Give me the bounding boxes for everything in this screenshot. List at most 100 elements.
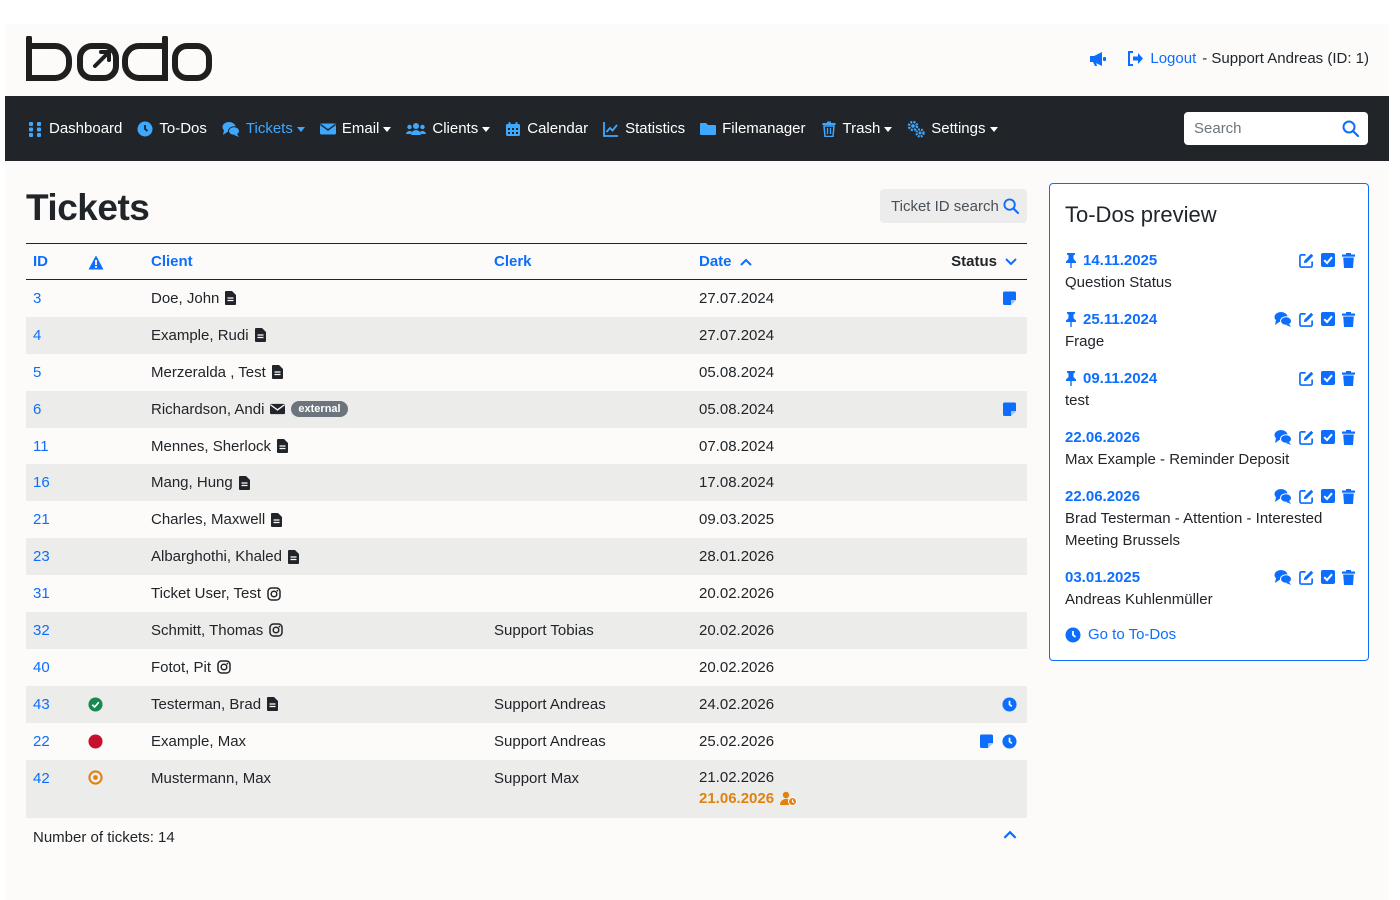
client-name[interactable]: Example, Max [151,732,247,750]
client-name[interactable]: Mang, Hung [151,474,233,492]
note-icon[interactable] [1002,291,1017,306]
todo-date[interactable]: 22.06.2026 [1065,488,1140,505]
comments-icon[interactable] [1274,429,1292,445]
checkbox-icon[interactable] [1321,371,1335,385]
table-row[interactable]: 31 Ticket User, Test 20.02.2026 [26,575,1027,613]
edit-icon[interactable] [1299,570,1314,585]
client-name[interactable]: Richardson, Andi [151,400,265,418]
nav-statistics[interactable]: Statistics [603,120,685,137]
nav-trash[interactable]: Trash [821,120,893,137]
table-row[interactable]: 21 Charles, Maxwell 09.03.2025 [26,501,1027,539]
client-name[interactable]: Merzeralda , Test [151,363,266,381]
clock-icon[interactable] [1002,734,1017,749]
comments-icon[interactable] [1274,569,1292,585]
client-name[interactable]: Schmitt, Thomas [151,621,264,639]
ticket-id-link[interactable]: 6 [33,400,42,418]
ticket-id-link[interactable]: 31 [33,585,50,603]
column-status[interactable]: Status [951,253,1017,270]
checkbox-icon[interactable] [1321,253,1335,267]
trash-icon[interactable] [1342,370,1355,386]
comments-icon[interactable] [1274,488,1292,504]
nav-calendar[interactable]: Calendar [505,120,588,137]
column-clerk[interactable]: Clerk [494,253,532,270]
checkbox-icon[interactable] [1321,430,1335,444]
todo-date[interactable]: 14.11.2025 [1065,252,1157,269]
table-row[interactable]: 6 Richardson, Andi external 05.08.2024 [26,390,1027,428]
ticket-id-link[interactable]: 23 [33,548,50,566]
table-row[interactable]: 23 Albarghothi, Khaled 28.01.2026 [26,538,1027,576]
bodo-logo[interactable] [25,36,213,82]
table-row[interactable]: 40 Fotot, Pit 20.02.2026 [26,648,1027,686]
todo-date[interactable]: 22.06.2026 [1065,429,1140,446]
table-row[interactable]: 42 Mustermann, Max Support Max 21.02.2026 21… [26,759,1027,818]
ticket-id-link[interactable]: 16 [33,474,50,492]
table-row[interactable]: 32 Schmitt, Thomas Support Tobias 20.02.202… [26,612,1027,649]
client-name[interactable]: Albarghothi, Khaled [151,548,282,566]
chevron-up-icon[interactable] [1003,830,1017,839]
table-row[interactable]: 3 Doe, John 27.07.2024 [26,280,1027,317]
ticket-id-link[interactable]: 11 [33,437,49,455]
nav-email[interactable]: Email [319,120,392,137]
client-name[interactable]: Example, Rudi [151,326,249,344]
checkbox-icon[interactable] [1321,489,1335,503]
checkbox-icon[interactable] [1321,312,1335,326]
client-name[interactable]: Doe, John [151,289,220,307]
warning-icon[interactable] [88,255,104,270]
client-name[interactable]: Charles, Maxwell [151,511,266,529]
edit-icon[interactable] [1299,312,1314,327]
column-id[interactable]: ID [33,253,48,270]
trash-icon[interactable] [1342,311,1355,327]
ticket-id-link[interactable]: 43 [33,695,50,713]
column-client[interactable]: Client [151,253,193,270]
ticket-id-link[interactable]: 4 [33,326,42,344]
column-date[interactable]: Date [699,253,752,270]
ticket-id-link[interactable]: 3 [33,289,42,307]
client-name[interactable]: Mennes, Sherlock [151,437,272,455]
client-name[interactable]: Testerman, Brad [151,695,262,713]
logout-link[interactable]: Logout [1150,50,1197,67]
client-name[interactable]: Fotot, Pit [151,658,212,676]
comments-icon[interactable] [1274,311,1292,327]
nav-settings[interactable]: Settings [907,120,998,138]
search-input[interactable] [1194,120,1334,137]
trash-icon[interactable] [1342,429,1355,445]
edit-icon[interactable] [1299,430,1314,445]
nav-clients[interactable]: Clients [406,120,491,137]
nav-tickets[interactable]: Tickets [222,120,305,137]
table-row[interactable]: 4 Example, Rudi 27.07.2024 [26,316,1027,354]
todo-date[interactable]: 09.11.2024 [1065,370,1157,387]
ticket-id-link[interactable]: 5 [33,363,42,381]
edit-icon[interactable] [1299,489,1314,504]
note-icon[interactable] [979,734,994,749]
table-row[interactable]: 16 Mang, Hung 17.08.2024 [26,464,1027,502]
ticket-id-link[interactable]: 42 [33,769,50,787]
logout-icon[interactable] [1127,51,1144,66]
clock-icon[interactable] [1002,697,1017,712]
checkbox-icon[interactable] [1321,570,1335,584]
table-row[interactable]: 22 Example, Max Support Andreas 25.02.2026 [26,722,1027,760]
ticket-id-search-button[interactable]: Ticket ID search [880,189,1027,223]
ticket-id-link[interactable]: 22 [33,732,50,750]
ticket-id-link[interactable]: 21 [33,511,50,529]
client-name[interactable]: Ticket User, Test [151,585,262,603]
go-to-todos-link[interactable]: Go to To-Dos [1065,626,1176,643]
note-icon[interactable] [1002,402,1017,417]
table-row[interactable]: 5 Merzeralda , Test 05.08.2024 [26,353,1027,391]
todo-date[interactable]: 25.11.2024 [1065,311,1157,328]
table-row[interactable]: 11 Mennes, Sherlock 07.08.2024 [26,427,1027,465]
search-icon[interactable] [1342,120,1359,137]
nav-todos[interactable]: To-Dos [137,120,207,137]
nav-dashboard[interactable]: Dashboard [27,120,122,137]
ticket-id-link[interactable]: 32 [33,621,50,639]
megaphone-icon[interactable] [1089,51,1107,67]
client-name[interactable]: Mustermann, Max [151,769,272,787]
edit-icon[interactable] [1299,253,1314,268]
trash-icon[interactable] [1342,488,1355,504]
table-row[interactable]: 43 Testerman, Brad Support Andreas 24.02.20… [26,685,1027,723]
todo-date[interactable]: 03.01.2025 [1065,569,1140,586]
nav-filemanager[interactable]: Filemanager [700,120,806,137]
ticket-id-link[interactable]: 40 [33,658,50,676]
trash-icon[interactable] [1342,252,1355,268]
edit-icon[interactable] [1299,371,1314,386]
trash-icon[interactable] [1342,569,1355,585]
